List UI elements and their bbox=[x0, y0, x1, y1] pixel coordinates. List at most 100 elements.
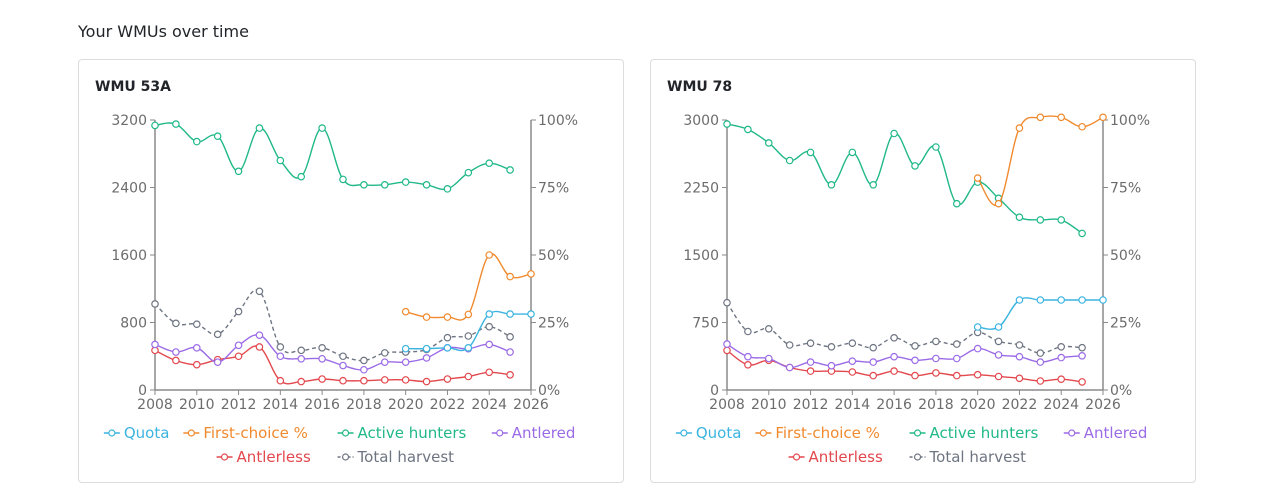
data-point[interactable] bbox=[1099, 113, 1107, 122]
data-point[interactable] bbox=[890, 129, 898, 138]
data-point[interactable] bbox=[485, 310, 494, 318]
data-point[interactable] bbox=[422, 377, 431, 386]
data-point[interactable] bbox=[785, 363, 794, 372]
data-point[interactable] bbox=[744, 327, 752, 336]
data-point[interactable] bbox=[485, 159, 494, 168]
data-point[interactable] bbox=[869, 371, 878, 380]
data-point[interactable] bbox=[192, 344, 201, 352]
data-point[interactable] bbox=[1015, 296, 1024, 304]
data-point[interactable] bbox=[764, 139, 773, 147]
data-point[interactable] bbox=[339, 352, 347, 361]
data-point[interactable] bbox=[360, 181, 368, 189]
data-point[interactable] bbox=[806, 358, 815, 366]
data-point[interactable] bbox=[1015, 213, 1024, 222]
data-point[interactable] bbox=[932, 337, 940, 346]
data-point[interactable] bbox=[1078, 343, 1086, 352]
data-point[interactable] bbox=[1036, 358, 1045, 366]
data-point[interactable] bbox=[973, 323, 982, 331]
data-point[interactable] bbox=[1015, 352, 1024, 361]
data-point[interactable] bbox=[1099, 296, 1107, 304]
data-point[interactable] bbox=[339, 175, 347, 184]
data-point[interactable] bbox=[827, 361, 836, 370]
data-point[interactable] bbox=[994, 337, 1003, 346]
data-point[interactable] bbox=[973, 174, 982, 182]
data-point[interactable] bbox=[806, 367, 815, 375]
legend-item-antlerless[interactable]: Antlerless bbox=[216, 448, 311, 466]
data-point[interactable] bbox=[932, 369, 940, 377]
legend-item-active-hunters[interactable]: Active hunters bbox=[909, 424, 1039, 442]
data-point[interactable] bbox=[234, 167, 243, 176]
data-point[interactable] bbox=[485, 340, 494, 349]
data-point[interactable] bbox=[339, 361, 347, 370]
data-point[interactable] bbox=[360, 376, 368, 385]
data-point[interactable] bbox=[1057, 353, 1066, 362]
data-point[interactable] bbox=[276, 156, 285, 165]
data-point[interactable] bbox=[464, 332, 473, 340]
data-point[interactable] bbox=[1078, 296, 1086, 304]
data-point[interactable] bbox=[827, 342, 836, 351]
data-point[interactable] bbox=[1078, 351, 1086, 360]
data-point[interactable] bbox=[764, 324, 773, 333]
data-point[interactable] bbox=[806, 339, 815, 348]
data-point[interactable] bbox=[485, 322, 494, 331]
data-point[interactable] bbox=[151, 340, 159, 349]
data-point[interactable] bbox=[297, 354, 306, 363]
data-point[interactable] bbox=[952, 199, 961, 208]
data-point[interactable] bbox=[869, 181, 878, 189]
data-point[interactable] bbox=[952, 371, 961, 380]
data-point[interactable] bbox=[360, 365, 368, 374]
data-point[interactable] bbox=[506, 272, 514, 281]
data-point[interactable] bbox=[952, 340, 961, 348]
data-point[interactable] bbox=[276, 376, 285, 385]
data-point[interactable] bbox=[869, 343, 878, 352]
data-point[interactable] bbox=[1078, 122, 1086, 131]
data-point[interactable] bbox=[723, 298, 731, 307]
data-point[interactable] bbox=[1057, 296, 1066, 304]
data-point[interactable] bbox=[255, 287, 264, 296]
data-point[interactable] bbox=[401, 344, 410, 353]
data-point[interactable] bbox=[1036, 113, 1045, 122]
data-point[interactable] bbox=[723, 120, 731, 128]
data-point[interactable] bbox=[255, 124, 264, 132]
data-point[interactable] bbox=[827, 181, 836, 189]
data-point[interactable] bbox=[506, 371, 514, 379]
data-point[interactable] bbox=[401, 178, 410, 186]
data-point[interactable] bbox=[1057, 342, 1066, 351]
data-point[interactable] bbox=[848, 339, 857, 348]
data-point[interactable] bbox=[506, 166, 514, 174]
data-point[interactable] bbox=[443, 375, 452, 383]
data-point[interactable] bbox=[1036, 216, 1045, 224]
data-point[interactable] bbox=[297, 172, 306, 181]
data-point[interactable] bbox=[151, 300, 159, 308]
data-point[interactable] bbox=[1036, 296, 1045, 304]
data-point[interactable] bbox=[234, 307, 243, 316]
data-point[interactable] bbox=[1078, 378, 1086, 386]
data-point[interactable] bbox=[401, 376, 410, 384]
data-point[interactable] bbox=[527, 310, 535, 318]
data-point[interactable] bbox=[172, 319, 180, 328]
data-point[interactable] bbox=[785, 156, 794, 165]
data-point[interactable] bbox=[890, 352, 898, 361]
legend-item-antlerless[interactable]: Antlerless bbox=[788, 448, 883, 466]
data-point[interactable] bbox=[172, 348, 180, 356]
data-point[interactable] bbox=[723, 340, 731, 348]
data-point[interactable] bbox=[213, 330, 222, 339]
legend-item-antlered[interactable]: Antlered bbox=[491, 424, 576, 442]
data-point[interactable] bbox=[994, 372, 1003, 381]
data-point[interactable] bbox=[380, 181, 389, 189]
data-point[interactable] bbox=[443, 344, 452, 352]
data-point[interactable] bbox=[401, 307, 410, 316]
legend-item-active-hunters[interactable]: Active hunters bbox=[337, 424, 467, 442]
data-point[interactable] bbox=[527, 270, 535, 278]
data-point[interactable] bbox=[1015, 341, 1024, 349]
data-point[interactable] bbox=[869, 358, 878, 366]
data-point[interactable] bbox=[213, 132, 222, 141]
data-point[interactable] bbox=[911, 162, 919, 170]
data-point[interactable] bbox=[506, 348, 514, 356]
data-point[interactable] bbox=[485, 251, 494, 259]
data-point[interactable] bbox=[994, 351, 1003, 359]
data-point[interactable] bbox=[973, 344, 982, 353]
data-point[interactable] bbox=[994, 323, 1003, 331]
legend-item-first-choice[interactable]: First-choice % bbox=[755, 424, 880, 442]
data-point[interactable] bbox=[1057, 216, 1066, 224]
